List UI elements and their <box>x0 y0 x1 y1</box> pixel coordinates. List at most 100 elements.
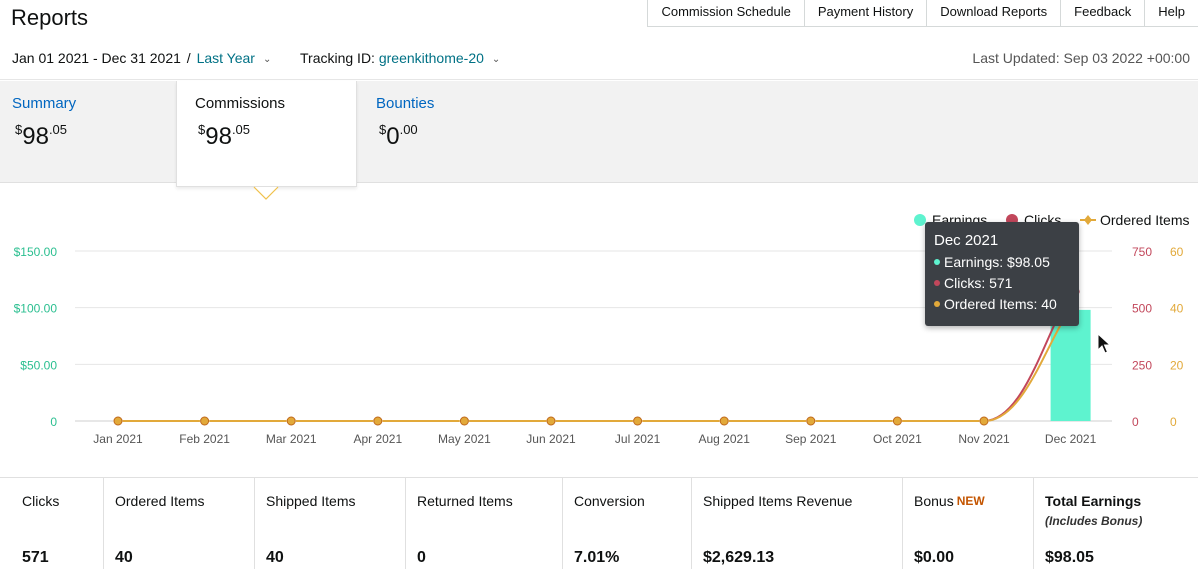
chevron-down-icon[interactable]: ⌄ <box>262 54 272 65</box>
metric-shipped-items: Shipped Items 40 <box>255 478 406 569</box>
tab-bounties-amount: $0.00 <box>379 122 418 150</box>
ordered-items-point <box>286 416 296 426</box>
y-tick-label-ordered-items: 20 <box>1170 358 1184 372</box>
report-tabs: Summary $98.05 Commissions $98.05 Bounti… <box>0 81 1198 187</box>
x-tick-label: Jun 2021 <box>526 432 576 446</box>
metric-label: Clicks <box>22 493 60 509</box>
metric-label: Shipped Items <box>266 493 356 509</box>
legend-ordered-items-marker-icon <box>1084 215 1092 225</box>
x-tick-label: Oct 2021 <box>873 432 922 446</box>
tab-bounties-label: Bounties <box>376 95 435 112</box>
ordered-items-point <box>459 416 469 426</box>
y-tick-label-clicks: 500 <box>1132 302 1152 316</box>
y-tick-label-clicks: 250 <box>1132 358 1152 372</box>
metric-value: $0.00 <box>914 549 955 566</box>
page-title: Reports <box>11 5 89 30</box>
feedback-link[interactable]: Feedback <box>1060 0 1145 26</box>
metric-label: Total Earnings <box>1045 493 1142 509</box>
active-tab-caret-icon <box>253 186 279 200</box>
tab-bounties[interactable]: Bounties $0.00 <box>357 81 537 183</box>
ordered-items-line <box>118 307 1072 422</box>
top-nav: Commission Schedule Payment History Down… <box>647 0 1198 27</box>
legend-ordered-items-label: Ordered Items <box>1100 212 1189 228</box>
metric-returned-items: Returned Items 0 <box>406 478 563 569</box>
metric-label: Shipped Items Revenue <box>703 493 853 509</box>
metric-sublabel: (Includes Bonus) <box>1045 514 1143 528</box>
metric-bonus: Bonus NEW $0.00 <box>903 478 1034 569</box>
metric-label: Bonus NEW <box>914 493 985 509</box>
clicks-dot-icon <box>934 280 940 286</box>
period-dropdown[interactable]: Last Year <box>196 50 255 66</box>
chart-points <box>113 287 1080 426</box>
date-range-text: Jan 01 2021 - Dec 31 2021 <box>12 50 181 66</box>
y-tick-label-clicks: 0 <box>1132 415 1139 429</box>
mouse-cursor-icon <box>1097 333 1111 354</box>
payment-history-link[interactable]: Payment History <box>803 0 927 26</box>
metric-value: $2,629.13 <box>703 549 775 566</box>
tooltip-clicks: Clicks: 571 <box>934 275 1070 291</box>
earnings-bar <box>1050 309 1091 421</box>
commission-schedule-link[interactable]: Commission Schedule <box>647 0 804 26</box>
tab-commissions[interactable]: Commissions $98.05 <box>176 81 357 187</box>
metric-ordered-items: Ordered Items 40 <box>104 478 255 569</box>
y-tick-label-ordered-items: 0 <box>1170 415 1177 429</box>
y-tick-label-earnings: $150.00 <box>14 245 58 259</box>
ordered-items-point <box>979 416 989 426</box>
tracking-id-dropdown[interactable]: greenkithome-20 <box>378 50 484 66</box>
x-tick-label: Mar 2021 <box>266 432 317 446</box>
tab-commissions-amount: $98.05 <box>198 122 251 150</box>
metric-label: Conversion <box>574 493 645 509</box>
tooltip-ordered-items: Ordered Items: 40 <box>934 296 1070 312</box>
x-tick-label: Jan 2021 <box>93 432 143 446</box>
ordered-items-point <box>806 416 816 426</box>
tracking-id-filter: Tracking ID: greenkithome-20 ⌄ <box>300 50 500 66</box>
chart-ticks: 0 $50.00 $100.00 $150.00 0 250 500 750 0 20 40 60 Ja… <box>14 245 1184 446</box>
x-tick-label: Aug 2021 <box>699 432 751 446</box>
chart-bars <box>1050 309 1091 421</box>
metric-shipped-items-revenue: Shipped Items Revenue $2,629.13 <box>692 478 903 569</box>
metrics-summary: Clicks 571 Ordered Items 40 Shipped Item… <box>0 477 1198 569</box>
chart-lines <box>118 291 1072 422</box>
legend-earnings-marker-icon <box>914 214 926 226</box>
y-tick-label-ordered-items: 40 <box>1170 302 1184 316</box>
date-range-filter: Jan 01 2021 - Dec 31 2021 / Last Year ⌄ <box>12 50 271 66</box>
tracking-label: Tracking ID: <box>300 50 375 66</box>
metric-value: 40 <box>115 549 133 566</box>
metric-value: 7.01% <box>574 549 620 566</box>
ordered-items-point <box>200 416 210 426</box>
metric-label: Ordered Items <box>115 493 205 509</box>
x-tick-label: Apr 2021 <box>353 432 402 446</box>
y-tick-label-clicks: 750 <box>1132 245 1152 259</box>
earnings-dot-icon <box>934 259 940 265</box>
ordered-items-point <box>719 416 729 426</box>
x-tick-label: Jul 2021 <box>615 432 661 446</box>
ordered-items-point <box>546 416 556 426</box>
metric-total-earnings: Total Earnings (Includes Bonus) $98.05 <box>1034 478 1198 569</box>
metric-value: $98.05 <box>1045 549 1094 566</box>
tooltip-title: Dec 2021 <box>934 232 999 249</box>
ordered-items-point <box>633 416 643 426</box>
ordered-items-point <box>373 416 383 426</box>
tab-summary[interactable]: Summary $98.05 <box>0 81 176 183</box>
ordered-items-point <box>892 416 902 426</box>
filter-bar: Jan 01 2021 - Dec 31 2021 / Last Year ⌄ T… <box>0 44 1198 80</box>
chevron-down-icon[interactable]: ⌄ <box>491 54 501 65</box>
y-tick-label-earnings: $50.00 <box>20 358 57 372</box>
tab-commissions-label: Commissions <box>195 95 286 112</box>
download-reports-link[interactable]: Download Reports <box>926 0 1061 26</box>
y-tick-label-ordered-items: 60 <box>1170 245 1184 259</box>
last-updated: Last Updated: Sep 03 2022 +00:00 <box>972 50 1190 66</box>
chart-tooltip: Dec 2021 Earnings: $98.05 Clicks: 571 Or… <box>925 222 1079 326</box>
x-tick-label: May 2021 <box>438 432 491 446</box>
help-link[interactable]: Help <box>1144 0 1198 26</box>
x-tick-label: Dec 2021 <box>1045 432 1097 446</box>
x-tick-label: Feb 2021 <box>179 432 230 446</box>
metric-conversion: Conversion 7.01% <box>563 478 692 569</box>
date-separator: / <box>186 50 191 66</box>
metric-label: Returned Items <box>417 493 513 509</box>
tab-summary-label: Summary <box>12 95 77 112</box>
new-badge: NEW <box>956 494 985 508</box>
ordered-items-dot-icon <box>934 301 940 307</box>
tab-summary-amount: $98.05 <box>15 122 68 150</box>
metric-value: 40 <box>266 549 284 566</box>
